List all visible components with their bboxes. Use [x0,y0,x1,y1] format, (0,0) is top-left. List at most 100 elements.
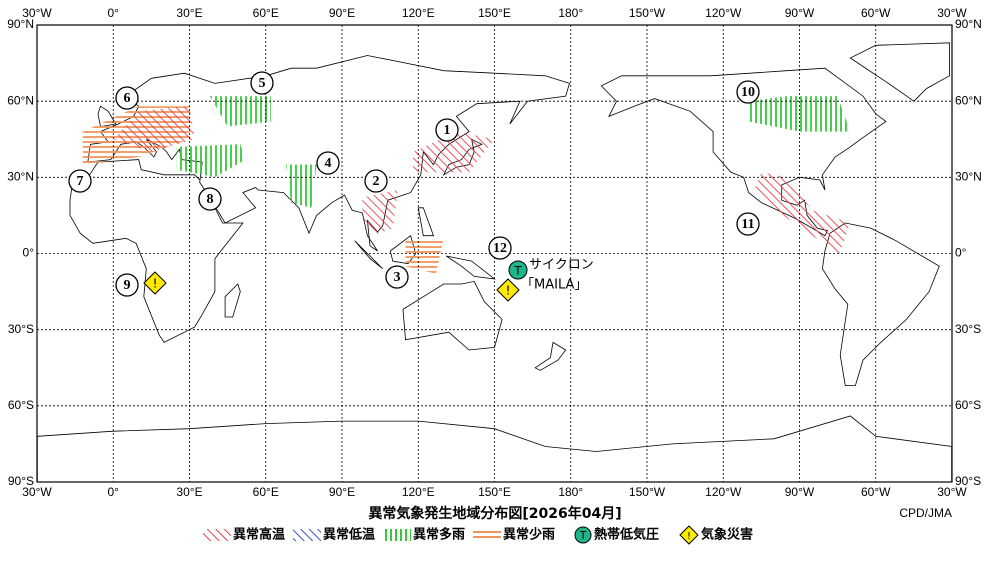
region-marker [198,187,222,211]
region-marker [736,80,760,104]
region-number: 12 [493,241,507,256]
anomaly-area [362,190,398,236]
lon-label: 150°E [478,485,511,499]
lon-label: 30°W [22,6,52,20]
legend-label: 異常低温 [323,527,375,543]
legend-swatch [383,529,411,541]
region-marker [435,118,459,142]
region-number: 2 [373,174,380,189]
grid-layer [37,25,952,482]
lat-label: 0° [23,246,35,260]
region-marker [115,273,139,297]
landmass [402,280,503,351]
lon-label: 180° [558,485,583,499]
cyclone-name: サイクロン [529,258,594,273]
lon-label: 30°E [176,485,202,499]
label-layer: 30°W30°W0°0°30°E30°E60°E60°E90°E90°E120°… [7,6,982,499]
anomaly-area [413,131,495,173]
anomaly-area [113,106,195,152]
anomaly-area [176,144,246,178]
legend-label: 異常少雨 [503,527,555,543]
legend-label: 気象災害 [701,527,753,543]
anomaly-area [405,238,444,274]
legend-label: 熱帯低気圧 [594,527,659,543]
legend-label: 異常多雨 [413,527,465,543]
region-number: 9 [124,278,131,293]
disaster-icon-text: ! [506,284,511,298]
landmass [445,255,496,280]
lat-label: 30°N [955,170,982,184]
region-marker [364,169,388,193]
region-number: 5 [259,76,266,91]
cyclone-icon-text: T [513,264,522,278]
legend-label: 異常高温 [233,527,285,543]
region-number: 11 [741,217,754,232]
lat-label: 90°S [8,474,34,488]
disaster-icon-text: ! [153,277,158,291]
anomaly-area [286,164,317,208]
lon-label: 60°E [253,485,279,499]
disaster-icon-text: ! [687,531,691,542]
region-number: 3 [394,270,401,285]
disaster-icon [496,278,520,302]
lon-label: 120°W [705,485,742,499]
disaster-icon [679,525,699,545]
legend-swatch [293,529,321,541]
landmass [821,222,940,386]
lat-label: 0° [955,246,967,260]
lat-label: 60°N [955,93,982,107]
region-marker [385,265,409,289]
cyclone-icon [508,260,528,280]
lon-label: 120°E [402,6,435,20]
map-title: 異常気象発生地域分布図[2026年04月] [368,505,621,522]
lon-label: 30°W [22,485,52,499]
landmass [417,207,435,237]
landmass [534,341,567,371]
lat-label: 60°S [955,398,981,412]
landmass [354,240,383,270]
lat-label: 30°N [7,170,34,184]
lat-label: 60°N [7,93,34,107]
region-number: 6 [124,91,131,106]
lat-label: 90°N [7,17,34,31]
credit: CPD/JMA [899,506,952,520]
region-number: 8 [207,192,214,207]
region-marker [316,151,340,175]
lon-label: 0° [108,6,120,20]
disaster-icon [143,271,167,295]
anomaly-area [753,172,851,259]
legend-swatch [203,529,231,541]
lat-label: 90°N [955,17,982,31]
legend: 異常高温 異常低温 異常多雨 異常少雨 T 熱帯低気圧! 気象災害 [203,525,753,545]
lon-label: 0° [108,485,120,499]
lat-label: 30°S [955,322,981,336]
legend-swatch [473,529,501,541]
region-marker [250,71,274,95]
anomaly-area [209,96,271,127]
lon-label: 180° [558,6,583,20]
cyclone-label: 「MAILA」 [521,278,587,293]
lon-label: 30°W [937,6,967,20]
lon-label: 90°E [329,485,355,499]
lon-label: 30°E [176,6,202,20]
lat-label: 30°S [8,322,34,336]
region-marker [736,212,760,236]
lon-label: 30°W [937,485,967,499]
lon-label: 120°E [402,485,435,499]
region-marker [115,86,139,110]
lat-label: 60°S [8,398,34,412]
lon-label: 90°W [785,6,815,20]
region-number: 10 [741,85,755,100]
lon-label: 150°W [629,6,666,20]
map-frame [36,24,953,483]
region-number: 1 [444,123,451,138]
region-marker [488,236,512,260]
region-marker [68,169,92,193]
region-number: 4 [325,156,332,171]
lon-label: 60°W [861,485,891,499]
landmass [224,283,241,318]
lon-label: 120°W [705,6,742,20]
landmass [849,42,950,102]
lat-label: 90°S [955,474,981,488]
